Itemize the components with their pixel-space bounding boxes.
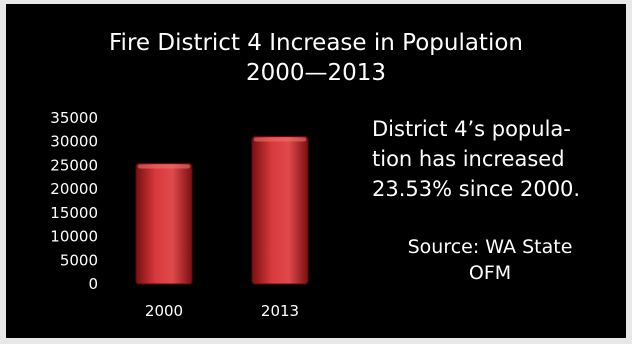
x-category-label: 2013 <box>261 302 299 320</box>
source-line-2: OFM <box>468 262 512 284</box>
x-category-label: 2000 <box>145 302 183 320</box>
title-line-1: Fire District 4 Increase in Population <box>109 30 523 56</box>
slide-title: Fire District 4 Increase in Population 2… <box>6 28 626 88</box>
y-tick-label: 5000 <box>60 251 98 269</box>
population-statement: District 4’s popula- tion has increased … <box>372 114 612 204</box>
source-line-1: Source: WA State <box>407 236 573 258</box>
bar-highlight <box>138 164 190 169</box>
slide: Fire District 4 Increase in Population 2… <box>6 4 626 338</box>
title-line-2: 2000—2013 <box>245 60 387 86</box>
bar-2000 <box>135 163 193 285</box>
y-tick-label: 0 <box>88 275 98 293</box>
y-tick-label: 35000 <box>50 109 98 127</box>
y-tick-label: 15000 <box>50 204 98 222</box>
statement-line-2: tion has increased <box>372 147 565 171</box>
statement-line-3: 23.53% since 2000. <box>372 177 581 201</box>
population-bar-chart: 0 5000 10000 15000 20000 25000 30000 35000 2000… <box>50 109 309 320</box>
statement-line-1: District 4’s popula- <box>372 117 571 141</box>
y-tick-label: 10000 <box>50 228 98 246</box>
bar-highlight <box>254 137 306 142</box>
y-tick-label: 20000 <box>50 180 98 198</box>
y-tick-label: 25000 <box>50 156 98 174</box>
bar-2013 <box>251 135 309 285</box>
y-tick-label: 30000 <box>50 133 98 151</box>
source-note: Source: WA State OFM <box>378 234 602 286</box>
